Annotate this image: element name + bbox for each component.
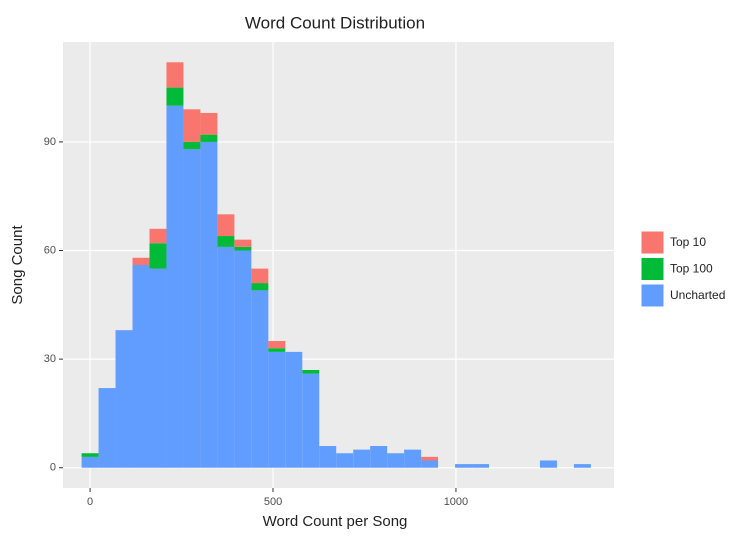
histogram-bar — [217, 246, 235, 468]
histogram-bar — [268, 351, 286, 468]
y-tick-label: 0 — [50, 462, 56, 474]
y-tick-label: 60 — [44, 244, 56, 256]
legend-label: Top 10 — [670, 235, 706, 249]
legend-swatch — [640, 283, 665, 308]
histogram-bar — [251, 268, 269, 284]
histogram-bar — [149, 243, 167, 269]
histogram-bar — [539, 460, 557, 468]
y-tick-label: 30 — [44, 353, 56, 365]
histogram-bar — [200, 112, 218, 135]
bars — [81, 62, 591, 468]
legend: Top 10 Top 100 Uncharted — [640, 230, 725, 308]
histogram-bar — [98, 388, 116, 468]
histogram-bar — [115, 330, 133, 468]
histogram-bar — [132, 257, 150, 265]
histogram-bar — [472, 464, 490, 468]
y-axis-title: Song Count — [9, 225, 26, 305]
histogram-bar — [217, 214, 235, 237]
histogram-bar — [421, 460, 439, 468]
histogram-bar — [302, 369, 320, 374]
x-tick-label: 500 — [264, 496, 282, 508]
x-tick-label: 1000 — [444, 496, 468, 508]
histogram-bar — [251, 283, 269, 291]
chart-title: Word Count Distribution — [245, 13, 425, 32]
histogram-bar — [183, 109, 201, 142]
histogram-bar — [81, 456, 99, 468]
legend-swatch — [640, 230, 665, 255]
x-axis-title: Word Count per Song — [263, 513, 408, 530]
histogram-bar — [81, 453, 99, 457]
histogram-bar — [302, 373, 320, 468]
legend-label: Top 100 — [670, 262, 713, 276]
histogram-bar — [183, 141, 201, 150]
histogram-bar — [149, 268, 167, 468]
histogram-bar — [234, 239, 252, 247]
histogram-bar — [421, 456, 439, 461]
histogram-bar — [455, 464, 473, 468]
histogram-bar — [268, 341, 286, 349]
axes: 0 30 60 90 0 500 1000 — [44, 136, 468, 508]
histogram-bar — [353, 449, 371, 468]
histogram-bar — [234, 246, 252, 251]
legend-swatch — [640, 257, 665, 281]
y-tick-label: 90 — [44, 136, 56, 148]
histogram-bar — [183, 149, 201, 468]
histogram-bar — [319, 446, 337, 468]
histogram-bar — [217, 236, 235, 247]
histogram-bar — [387, 453, 405, 468]
histogram-bar — [166, 105, 184, 468]
histogram-bar — [285, 351, 303, 468]
x-tick-label: 0 — [87, 496, 93, 508]
histogram-bar — [200, 141, 218, 468]
histogram-bar — [132, 265, 150, 468]
histogram-bar — [370, 446, 388, 468]
histogram-bar — [573, 464, 591, 468]
histogram-bar — [251, 290, 269, 468]
histogram-bar — [149, 228, 167, 244]
histogram-bar — [200, 134, 218, 142]
histogram-bar — [268, 348, 286, 352]
histogram-bar — [336, 453, 354, 468]
histogram-bar — [166, 62, 184, 88]
histogram-bar — [166, 87, 184, 106]
histogram-bar — [404, 449, 422, 468]
legend-label: Uncharted — [670, 288, 725, 302]
histogram-bar — [234, 250, 252, 468]
